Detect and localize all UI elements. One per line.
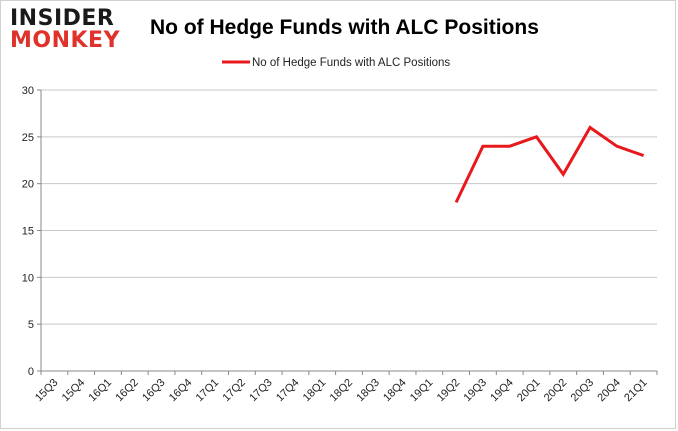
x-tick-label: 20Q3 — [569, 377, 597, 405]
series-line-0 — [454, 125, 645, 204]
x-tick-label: 19Q4 — [488, 377, 516, 405]
x-tick-label: 16Q1 — [87, 377, 115, 405]
x-tick-label: 15Q3 — [33, 377, 61, 405]
chart-title: No of Hedge Funds with ALC Positions — [150, 16, 539, 39]
x-tick-label: 19Q2 — [435, 377, 463, 405]
logo-line-1: INSIDER — [10, 6, 115, 31]
x-tick-label: 20Q2 — [542, 377, 570, 405]
x-tick-label: 15Q4 — [60, 377, 88, 405]
x-tick-label: 18Q1 — [301, 377, 329, 405]
x-tick-label: 20Q4 — [595, 377, 623, 405]
y-tick-label: 15 — [22, 226, 34, 238]
x-tick-label: 17Q3 — [247, 377, 275, 405]
legend-label: No of Hedge Funds with ALC Positions — [252, 57, 450, 69]
x-tick-label: 17Q1 — [194, 377, 222, 405]
x-tick-label: 16Q3 — [140, 377, 168, 405]
axes — [37, 89, 658, 375]
x-tick-label: 16Q2 — [113, 377, 141, 405]
y-tick-label: 10 — [22, 272, 34, 284]
legend: No of Hedge Funds with ALC Positions — [222, 57, 450, 69]
x-tick-label: 17Q2 — [220, 377, 248, 405]
series-lines — [454, 125, 645, 204]
grid-lines — [41, 89, 657, 325]
x-tick-label: 18Q4 — [381, 377, 409, 405]
x-tick-label: 20Q1 — [515, 377, 543, 405]
logo-line-2: MONKEY — [10, 28, 121, 53]
y-tick-label: 5 — [28, 319, 34, 331]
y-tick-label: 20 — [22, 179, 34, 191]
x-tick-labels: 15Q3 15Q4 16Q1 16Q2 16Q3 16Q4 17Q1 17Q2 17Q3 17Q4… — [33, 377, 650, 405]
x-tick-label: 21Q1 — [622, 377, 650, 405]
x-tick-label: 16Q4 — [167, 377, 195, 405]
x-tick-label: 19Q3 — [462, 377, 490, 405]
y-tick-labels: 0 5 10 15 20 25 30 — [22, 85, 34, 378]
y-tick-label: 30 — [22, 85, 34, 97]
x-tick-label: 17Q4 — [274, 377, 302, 405]
x-tick-label: 18Q2 — [328, 377, 356, 405]
x-tick-label: 19Q1 — [408, 377, 436, 405]
y-tick-label: 0 — [28, 366, 34, 378]
insider-monkey-logo: INSIDER MONKEY — [10, 8, 128, 54]
y-tick-label: 25 — [22, 132, 34, 144]
x-tick-label: 18Q3 — [354, 377, 382, 405]
